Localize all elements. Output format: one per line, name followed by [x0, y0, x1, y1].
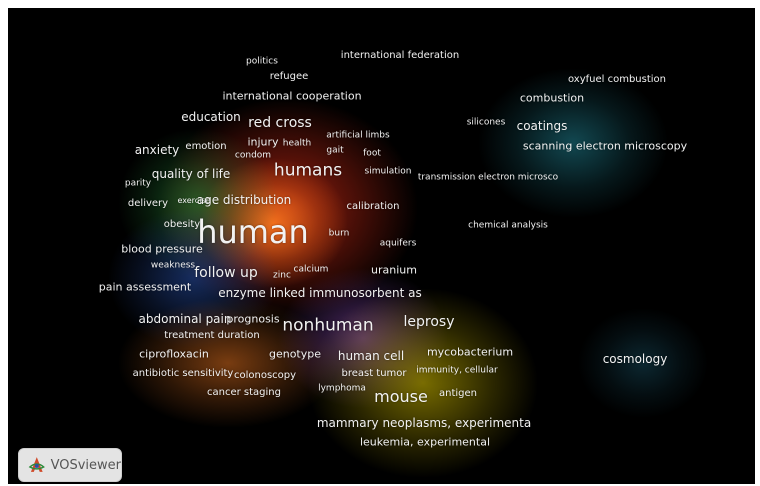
term-label[interactable]: red cross [248, 115, 312, 131]
term-label[interactable]: chemical analysis [468, 220, 548, 231]
term-label[interactable]: cancer staging [207, 387, 281, 398]
term-label[interactable]: treatment duration [164, 330, 260, 341]
term-label[interactable]: coatings [516, 119, 568, 133]
term-label[interactable]: mouse [374, 387, 428, 406]
term-label[interactable]: leukemia, experimental [359, 435, 491, 449]
term-label[interactable]: obesity [163, 219, 201, 230]
term-label[interactable]: nonhuman [282, 315, 374, 336]
term-label[interactable]: aquifers [379, 238, 417, 249]
term-label[interactable]: colonoscopy [233, 370, 297, 381]
term-label[interactable]: enzyme linked immunosorbent as [218, 286, 422, 300]
logo-text: VOSviewer [50, 457, 121, 473]
term-label[interactable]: weakness [150, 260, 196, 271]
term-label[interactable]: silicones [466, 117, 506, 128]
term-label[interactable]: quality of life [151, 167, 231, 181]
vosviewer-logo[interactable]: VOSviewer [18, 448, 122, 482]
term-label[interactable]: artificial limbs [326, 130, 390, 141]
term-label[interactable]: abdominal pain [138, 312, 232, 326]
term-label[interactable]: antibiotic sensitivity [132, 368, 234, 379]
term-label[interactable]: pain assessment [98, 280, 192, 294]
term-label[interactable]: humans [273, 160, 343, 181]
term-label[interactable]: simulation [364, 166, 412, 177]
term-label[interactable]: combustion [519, 91, 585, 105]
term-label[interactable]: international federation [340, 50, 460, 61]
term-label[interactable]: ciprofloxacin [139, 347, 209, 361]
term-label[interactable]: refugee [269, 71, 309, 82]
term-label[interactable]: calibration [346, 201, 400, 212]
term-label[interactable]: health [282, 138, 312, 149]
term-label[interactable]: anxiety [134, 143, 180, 157]
vosviewer-logo-icon [28, 457, 45, 472]
term-label[interactable]: human cell [337, 349, 405, 363]
term-label[interactable]: international cooperation [222, 89, 362, 103]
term-label[interactable]: age distribution [196, 193, 292, 207]
term-label[interactable]: leprosy [403, 314, 455, 330]
term-label[interactable]: exercise [177, 196, 211, 205]
term-label[interactable]: antigen [438, 388, 478, 399]
term-label[interactable]: lymphoma [318, 383, 366, 394]
density-map[interactable]: politics international federation refugee o… [8, 8, 755, 484]
term-label[interactable]: burn [328, 228, 350, 239]
term-label[interactable]: parity [124, 178, 152, 189]
term-label[interactable]: mycobacterium [426, 345, 514, 359]
term-label[interactable]: condom [234, 150, 272, 161]
term-label[interactable]: transmission electron microsco [417, 172, 559, 183]
term-label[interactable]: zinc [273, 270, 291, 281]
term-label[interactable]: politics [246, 56, 278, 67]
term-label[interactable]: immunity, cellular [416, 365, 498, 376]
term-label[interactable]: follow up [194, 265, 258, 281]
term-label[interactable]: delivery [127, 198, 169, 209]
term-label[interactable]: blood pressure [121, 242, 203, 256]
term-label[interactable]: gait [326, 145, 344, 156]
term-label[interactable]: uranium [371, 263, 417, 277]
term-label[interactable]: cosmology [602, 352, 668, 366]
term-label[interactable]: education [181, 110, 241, 124]
term-label[interactable]: human [197, 213, 309, 251]
term-label[interactable]: injury [247, 135, 279, 149]
term-label[interactable]: scanning electron microscopy [522, 139, 688, 153]
term-label[interactable]: mammary neoplasms, experimenta [316, 416, 532, 430]
term-label[interactable]: emotion [185, 141, 227, 152]
term-label[interactable]: prognosis [226, 312, 280, 326]
term-label[interactable]: oxyfuel combustion [567, 74, 667, 85]
term-label[interactable]: genotype [268, 347, 322, 361]
term-label[interactable]: foot [363, 148, 381, 159]
term-label[interactable]: breast tumor [341, 368, 407, 379]
term-label[interactable]: calcium [293, 264, 329, 275]
